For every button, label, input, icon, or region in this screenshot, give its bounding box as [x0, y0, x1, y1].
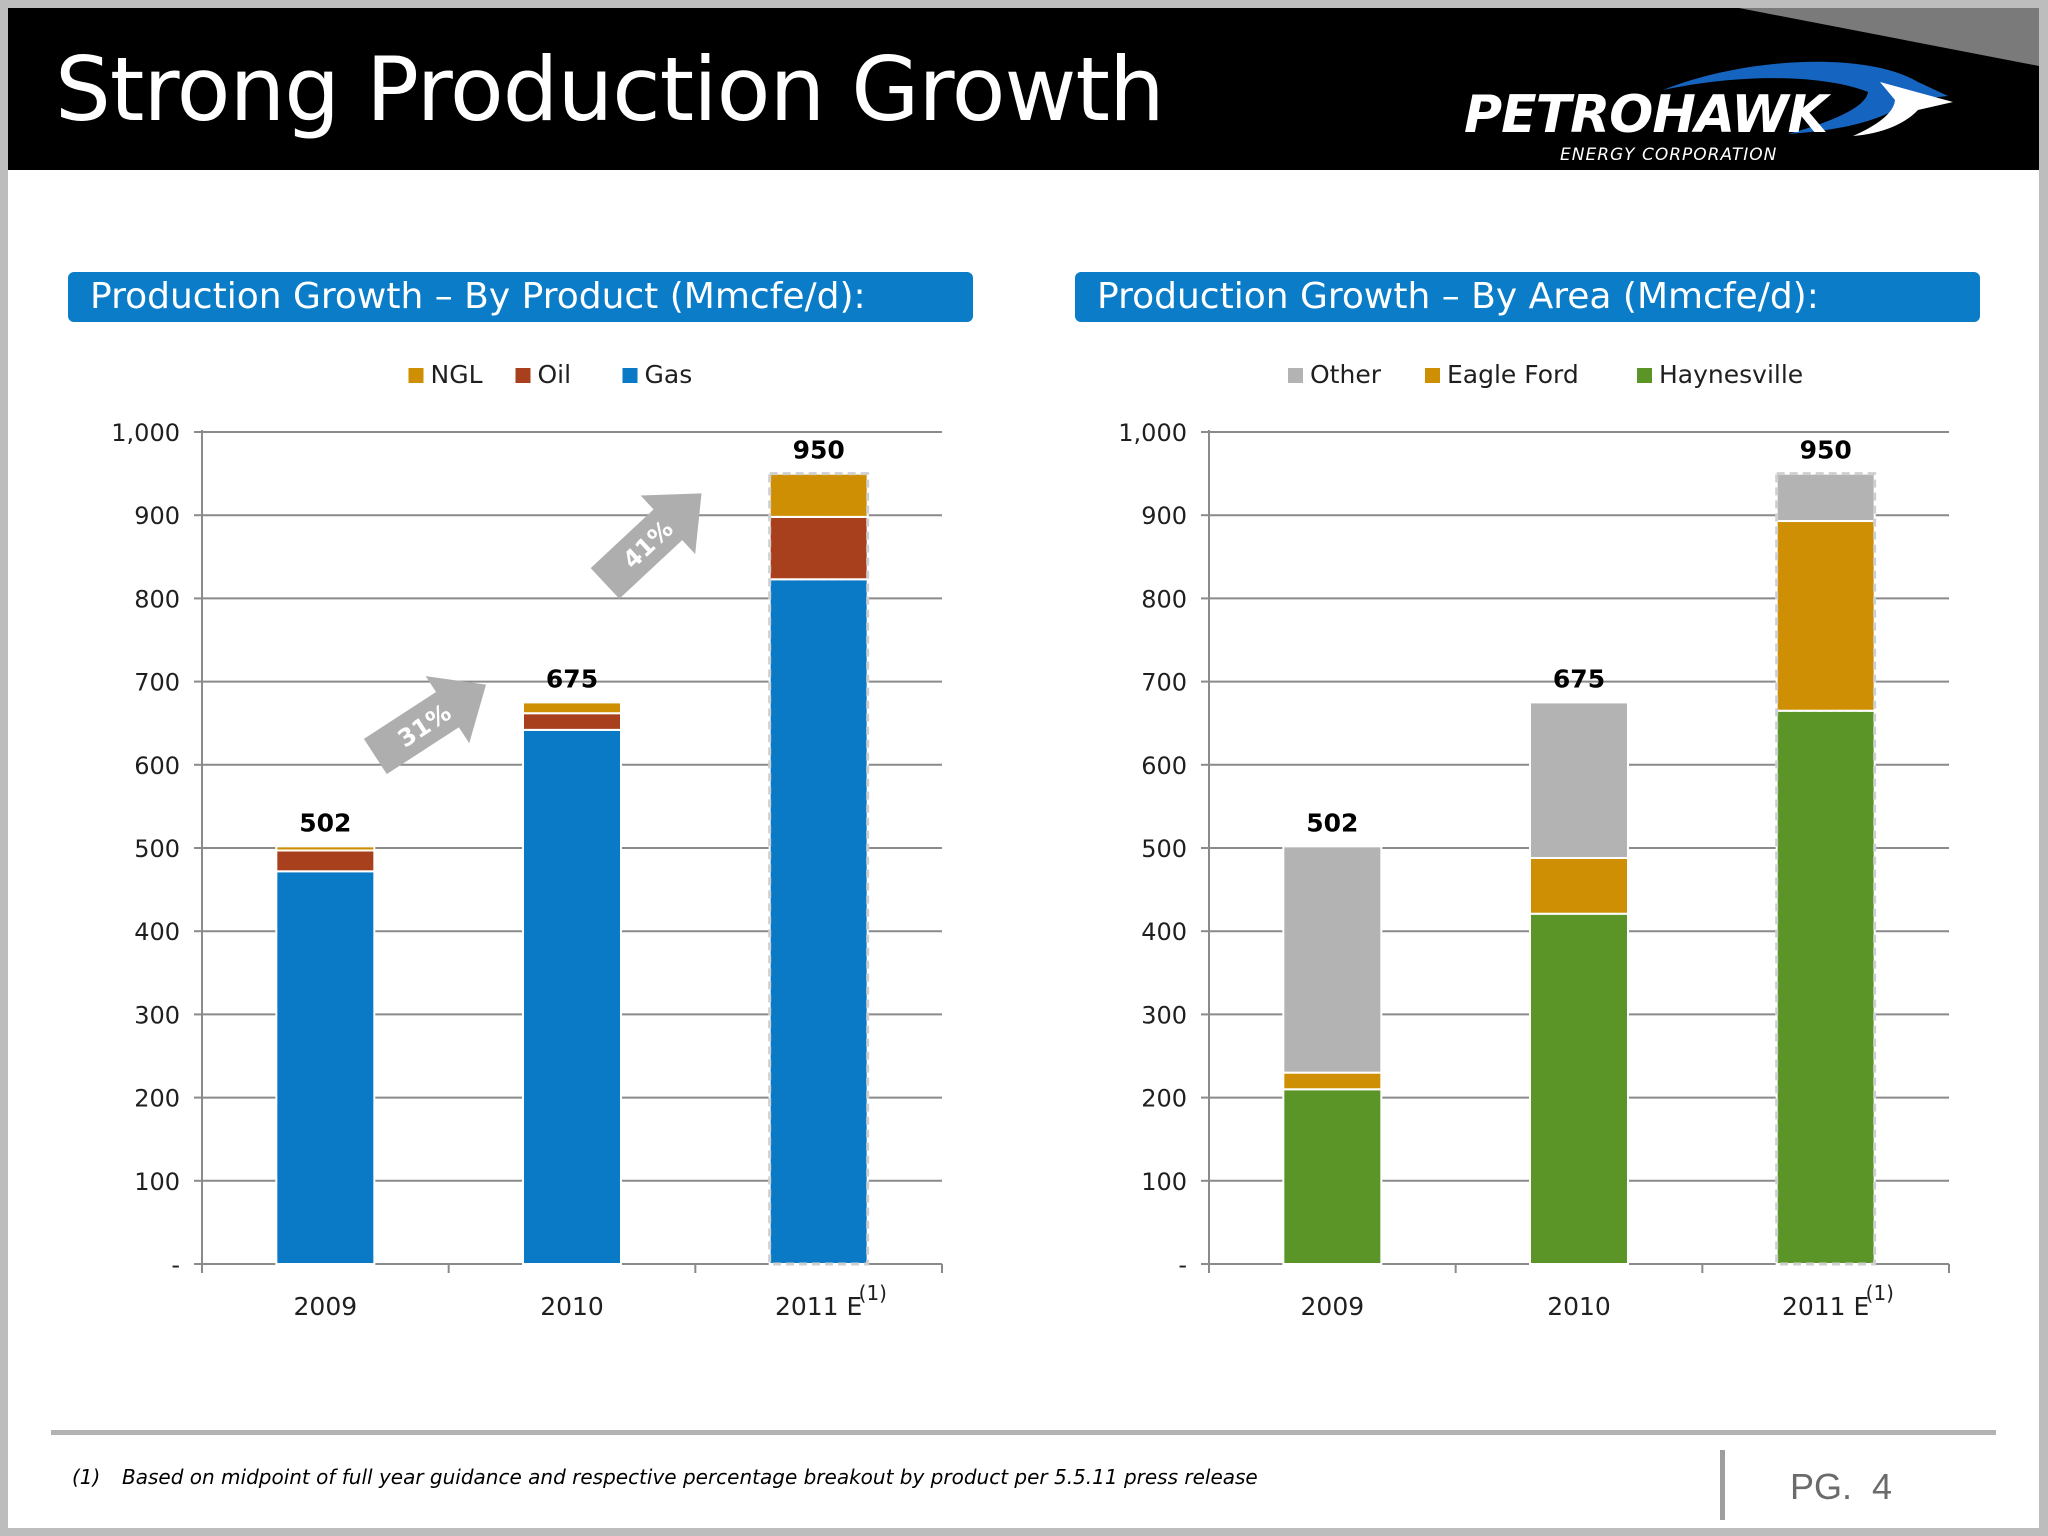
y-tick-label: 700: [134, 669, 180, 697]
estimate-bar-outline: [768, 472, 870, 1266]
legend-label-other: Other: [1310, 360, 1382, 389]
y-tick-label: 800: [134, 585, 180, 613]
slide: Strong Production Growth PETROHAWK ENERG…: [8, 8, 2039, 1528]
footer-rule: [51, 1430, 1996, 1435]
x-tick-label-2010: 2010: [1547, 1292, 1611, 1321]
y-tick-label: 300: [1141, 1001, 1187, 1029]
bar-gas-2009: [275, 870, 376, 1266]
footnote-marker: (1): [72, 1465, 101, 1489]
bar-haynesville-2009: [1282, 1088, 1383, 1266]
logo-name: PETROHAWK: [1464, 85, 1832, 145]
bar-eagle-ford-2009: [1282, 1071, 1383, 1091]
page-number: PG. 4: [1790, 1466, 1892, 1508]
total-label-2010: 675: [546, 664, 598, 693]
footnote-text: Based on midpoint of full year guidance …: [122, 1465, 1258, 1489]
logo-subtitle: ENERGY CORPORATION: [1560, 145, 1777, 165]
y-tick-label: 400: [1141, 918, 1187, 946]
bar-eagle-ford-2010: [1529, 856, 1629, 915]
y-tick-label: 100: [134, 1168, 180, 1196]
estimate-bar-outline: [1775, 472, 1877, 1266]
total-label-2010: 675: [1553, 664, 1605, 693]
legend-label-oil: Oil: [538, 360, 572, 389]
y-tick-label: 900: [134, 502, 180, 530]
x-tick-footnote-marker: (1): [859, 1281, 887, 1305]
hawk-swoosh: [1663, 61, 1948, 134]
page-number-separator: [1720, 1450, 1725, 1520]
total-label-2009: 502: [1306, 808, 1358, 837]
y-tick-label: 1,000: [111, 419, 180, 447]
y-tick-label: 800: [1141, 585, 1187, 613]
x-tick-label-2011-e: 2011 E: [775, 1292, 862, 1321]
product-chart: NGL Oil Gas - 100 200 300 400 500 600 700 800 900 1,0…: [111, 360, 943, 1321]
y-tick-label: 400: [134, 918, 180, 946]
y-tick-label: 700: [1141, 669, 1187, 697]
growth-arrow-2: 41%: [590, 493, 702, 599]
product-chart-title: Production Growth – By Product (Mmcfe/d)…: [68, 272, 973, 322]
bar-ngl-2009: [275, 845, 376, 852]
bar-other-2010: [1529, 701, 1629, 859]
bar-ngl-2010: [522, 701, 622, 715]
page-value: 4: [1872, 1466, 1893, 1507]
legend-label-gas: Gas: [645, 360, 693, 389]
legend-swatch-eagle-ford: [1425, 368, 1440, 383]
footnote: (1) Based on midpoint of full year guidan…: [72, 1465, 1258, 1489]
growth-arrow-shape: [363, 676, 487, 775]
hawk-head: [1853, 82, 1953, 136]
slide-title: Strong Production Growth: [55, 38, 1165, 141]
x-tick-footnote-marker: (1): [1866, 1281, 1894, 1305]
header-bar: Strong Production Growth PETROHAWK ENERG…: [8, 8, 2039, 170]
bar-haynesville-2011-e: [1775, 709, 1876, 1266]
y-tick-label: -: [1178, 1251, 1187, 1279]
bar-gas-2011-e: [768, 578, 869, 1266]
y-tick-label: 500: [1141, 835, 1187, 863]
page-prefix: PG.: [1790, 1466, 1853, 1507]
legend-swatch-oil: [515, 368, 531, 383]
bar-haynesville-2010: [1529, 912, 1629, 1266]
bar-eagle-ford-2011-e: [1775, 520, 1876, 712]
y-tick-label: 100: [1141, 1168, 1187, 1196]
growth-arrow-1: 31%: [363, 676, 487, 775]
y-tick-label: 1,000: [1118, 419, 1187, 447]
bar-other-2011-e: [1775, 472, 1876, 523]
y-tick-label: 200: [1141, 1085, 1187, 1113]
total-label-2009: 502: [299, 808, 351, 837]
y-tick-label: 300: [134, 1001, 180, 1029]
y-tick-label: 600: [134, 752, 180, 780]
bar-oil-2009: [275, 849, 376, 873]
x-tick-label-2011-e: 2011 E: [1782, 1292, 1869, 1321]
bar-other-2009: [1282, 845, 1383, 1074]
legend-swatch-other: [1288, 368, 1303, 383]
header-corner-accent: [1739, 8, 2039, 66]
x-tick-label-2010: 2010: [540, 1292, 604, 1321]
legend-label-ngl: NGL: [431, 360, 483, 389]
x-tick-label-2009: 2009: [294, 1292, 358, 1321]
bar-oil-2011-e: [768, 515, 869, 581]
petrohawk-logo: PETROHAWK ENERGY CORPORATION: [1464, 61, 1953, 165]
y-tick-label: -: [171, 1251, 180, 1279]
y-tick-label: 500: [134, 835, 180, 863]
legend-swatch-gas: [622, 368, 638, 383]
total-label-2011-e: 950: [1800, 436, 1852, 465]
legend-label-eagle-ford: Eagle Ford: [1447, 360, 1579, 389]
bar-ngl-2011-e: [768, 472, 869, 518]
bar-gas-2010: [522, 728, 622, 1265]
x-tick-label-2009: 2009: [1301, 1292, 1365, 1321]
legend-swatch-ngl: [408, 368, 424, 383]
area-chart-title: Production Growth – By Area (Mmcfe/d):: [1075, 272, 1980, 322]
growth-arrow-shape: [590, 493, 702, 599]
area-chart: Other Eagle Ford Haynesville - 100 200 300 400 5…: [1118, 360, 1950, 1321]
bar-oil-2010: [522, 712, 622, 731]
y-tick-label: 200: [134, 1085, 180, 1113]
y-tick-label: 900: [1141, 502, 1187, 530]
legend-swatch-haynesville: [1637, 368, 1652, 383]
total-label-2011-e: 950: [793, 436, 845, 465]
legend-label-haynesville: Haynesville: [1659, 360, 1803, 389]
y-tick-label: 600: [1141, 752, 1187, 780]
